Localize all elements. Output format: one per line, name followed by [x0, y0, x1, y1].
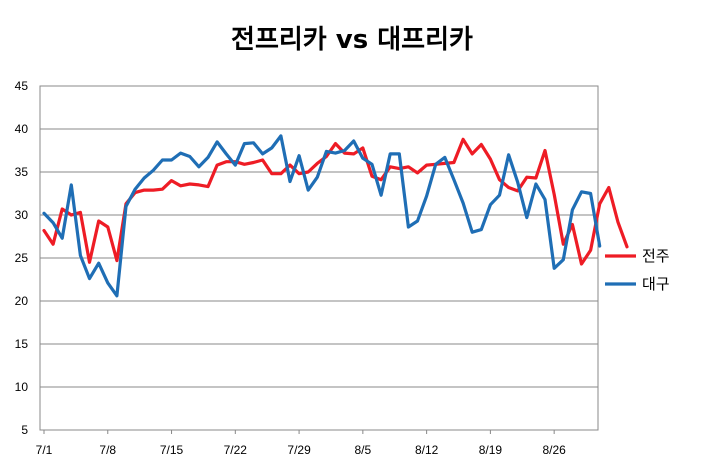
series-line-daegu [42, 134, 602, 298]
y-tick-label: 35 [15, 165, 29, 179]
x-tick-label: 7/29 [287, 443, 311, 457]
x-tick-label: 8/12 [415, 443, 439, 457]
x-tick-label: 8/19 [479, 443, 503, 457]
x-tick-label: 7/1 [36, 443, 53, 457]
y-tick-label: 10 [15, 380, 29, 394]
x-tick-label: 7/22 [224, 443, 248, 457]
y-tick-label: 20 [15, 294, 29, 308]
y-tick-label: 25 [15, 251, 29, 265]
x-tick-label: 8/26 [542, 443, 566, 457]
series-line-jeonju [42, 137, 629, 266]
y-tick-label: 30 [15, 208, 29, 222]
y-tick-label: 45 [15, 79, 29, 93]
y-tick-label: 15 [15, 337, 29, 351]
y-tick-label: 5 [21, 423, 28, 437]
x-tick-label: 7/15 [160, 443, 184, 457]
legend-label: 대구 [642, 275, 670, 293]
x-tick-label: 7/8 [99, 443, 116, 457]
chart-title: 전프리카 vs 대프리카 [231, 25, 473, 55]
legend-label: 전주 [642, 247, 670, 265]
y-tick-label: 40 [15, 122, 29, 136]
x-tick-label: 8/5 [355, 443, 372, 457]
